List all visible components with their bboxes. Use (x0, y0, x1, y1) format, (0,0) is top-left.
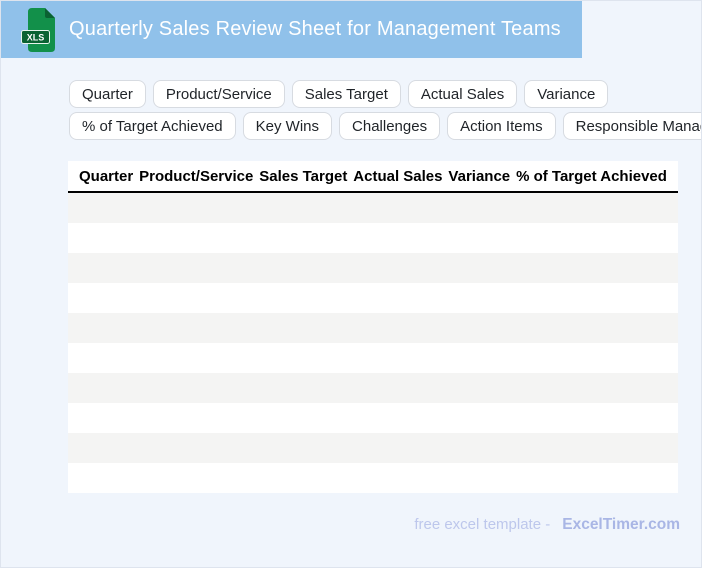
chip-product-service[interactable]: Product/Service (152, 80, 285, 108)
table-row (68, 463, 678, 493)
table-row (68, 433, 678, 463)
review-table: Quarter Product/Service Sales Target Act… (68, 161, 678, 493)
column-header-actual-sales: Actual Sales (353, 167, 443, 185)
chip-variance[interactable]: Variance (524, 80, 609, 108)
column-chips: Quarter Product/Service Sales Target Act… (69, 80, 701, 144)
table-row (68, 343, 678, 373)
footer: free excel template - ExcelTimer.com (414, 516, 680, 534)
chip-actual-sales[interactable]: Actual Sales (407, 80, 518, 108)
chip-action-items[interactable]: Action Items (447, 112, 556, 140)
header-banner: XLS Quarterly Sales Review Sheet for Man… (1, 1, 582, 58)
table-row (68, 193, 678, 223)
column-header-product-service: Product/Service (139, 167, 254, 185)
chip-target-achieved[interactable]: % of Target Achieved (69, 112, 236, 140)
table-row (68, 283, 678, 313)
column-header-target-achieved: % of Target Achieved (516, 167, 667, 185)
chip-row-2: % of Target Achieved Key Wins Challenges… (69, 112, 701, 140)
column-header-variance: Variance (448, 167, 511, 185)
chip-challenges[interactable]: Challenges (339, 112, 441, 140)
column-header-quarter: Quarter (79, 167, 134, 185)
table-row (68, 373, 678, 403)
table-row (68, 223, 678, 253)
xls-icon-label: XLS (27, 32, 45, 42)
table-header-row: Quarter Product/Service Sales Target Act… (68, 161, 678, 193)
table-row (68, 403, 678, 433)
xls-file-icon: XLS (21, 7, 55, 52)
footer-text: free excel template - (414, 516, 551, 533)
chip-key-wins[interactable]: Key Wins (242, 112, 333, 140)
exceltimer-link[interactable]: ExcelTimer.com (562, 516, 680, 533)
table-row (68, 253, 678, 283)
table-row (68, 313, 678, 343)
chip-responsible-manager[interactable]: Responsible Manager (562, 112, 701, 140)
chip-quarter[interactable]: Quarter (69, 80, 146, 108)
table-body (68, 193, 678, 493)
chip-row-1: Quarter Product/Service Sales Target Act… (69, 80, 699, 108)
page-title: Quarterly Sales Review Sheet for Managem… (69, 18, 561, 40)
column-header-sales-target: Sales Target (259, 167, 348, 185)
chip-sales-target[interactable]: Sales Target (291, 80, 401, 108)
